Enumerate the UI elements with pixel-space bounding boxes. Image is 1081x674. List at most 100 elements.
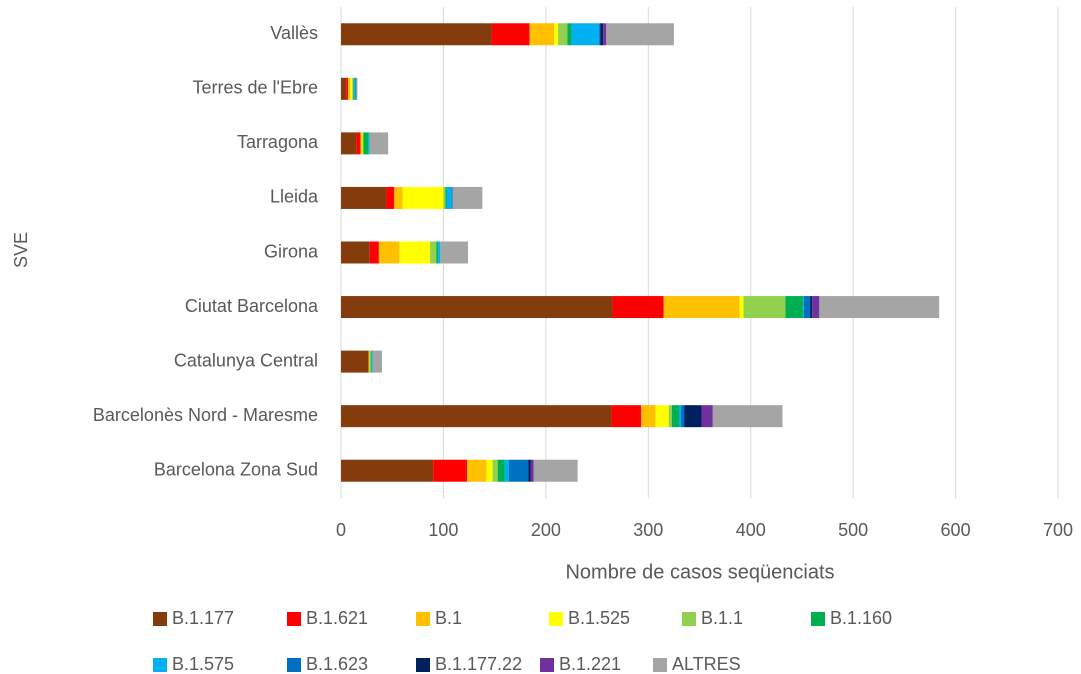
bar-segment xyxy=(810,296,813,319)
y-tick-label: Barcelonès Nord - Maresme xyxy=(93,405,318,425)
bar-segment xyxy=(612,296,664,319)
bar-segment xyxy=(497,459,505,482)
bar-segment xyxy=(386,186,395,209)
legend-label: B.1.160 xyxy=(830,608,892,628)
y-tick-label: Catalunya Central xyxy=(174,350,318,370)
bar-segment xyxy=(533,459,578,482)
bar-segment xyxy=(341,241,370,264)
bar-segment xyxy=(356,132,361,155)
bar-segment xyxy=(430,241,437,264)
bar-segment xyxy=(558,23,568,46)
legend-label: ALTRES xyxy=(672,654,741,674)
bar-segment xyxy=(452,186,483,209)
bar-segment xyxy=(606,23,674,46)
legend-swatch xyxy=(682,612,696,626)
bar-segment xyxy=(743,296,786,319)
bar-segment xyxy=(341,405,612,428)
bar-segment xyxy=(663,296,740,319)
bar-segment xyxy=(528,459,531,482)
bar-segment xyxy=(346,77,349,100)
legend-swatch xyxy=(416,612,430,626)
legend-label: B.1.621 xyxy=(306,608,368,628)
y-tick-label: Vallès xyxy=(270,23,318,43)
bar-segment xyxy=(668,405,672,428)
legend-swatch xyxy=(153,658,167,672)
bar-segment xyxy=(466,459,487,482)
legend-label: B.1.525 xyxy=(568,608,630,628)
legend-swatch xyxy=(153,612,167,626)
bar-segment xyxy=(739,296,744,319)
bar-segment xyxy=(655,405,669,428)
legend-label: B.1.1 xyxy=(701,608,743,628)
bar-segment xyxy=(701,405,713,428)
bar-segment xyxy=(802,296,804,319)
bar-segment xyxy=(433,459,467,482)
bar-segment xyxy=(341,459,434,482)
legend-swatch xyxy=(540,658,554,672)
y-tick-label: Girona xyxy=(264,241,319,261)
bar-segment xyxy=(671,405,680,428)
bar-segment xyxy=(681,405,685,428)
bar-segment xyxy=(353,77,355,100)
bar-segment xyxy=(504,459,509,482)
y-tick-label: Terres de l'Ebre xyxy=(193,78,319,98)
bar-segment xyxy=(603,23,607,46)
bar-segment xyxy=(355,77,357,100)
legend-label: B.1.221 xyxy=(559,654,621,674)
bar-segment xyxy=(362,132,364,155)
bar-segment xyxy=(369,132,389,155)
bar-segment xyxy=(402,186,444,209)
bar-segment xyxy=(486,459,493,482)
bar-segment xyxy=(372,350,382,373)
x-tick-label: 100 xyxy=(428,520,458,540)
bar-segment xyxy=(492,459,498,482)
legend-label: B.1.575 xyxy=(172,654,234,674)
legend-swatch xyxy=(653,658,667,672)
bar-segment xyxy=(356,77,358,100)
bar-segment xyxy=(361,132,363,155)
bar-segment xyxy=(360,132,362,155)
bar-segment xyxy=(445,186,447,209)
x-axis-title: Nombre de casos seqüenciats xyxy=(565,561,834,583)
bar-segment xyxy=(341,296,613,319)
x-tick-label: 200 xyxy=(531,520,561,540)
bar-segment xyxy=(369,241,379,264)
legend-label: B.1.177.22 xyxy=(435,654,522,674)
bar-segment xyxy=(371,350,373,373)
y-axis-title: SVE xyxy=(11,232,31,268)
bar-segment xyxy=(529,23,555,46)
legend-swatch xyxy=(549,612,563,626)
bar-segment xyxy=(352,77,354,100)
bar-segment xyxy=(554,23,559,46)
bar-segment xyxy=(399,241,431,264)
y-tick-label: Barcelona Zona Sud xyxy=(154,459,318,479)
legend-swatch xyxy=(287,658,301,672)
bar-segment xyxy=(370,350,372,373)
bar-segment xyxy=(341,186,387,209)
y-tick-label: Ciutat Barcelona xyxy=(185,296,319,316)
legend-label: B.1.623 xyxy=(306,654,368,674)
x-tick-label: 400 xyxy=(736,520,766,540)
bar-segment xyxy=(611,405,642,428)
y-tick-label: Lleida xyxy=(270,187,319,207)
bar-segment xyxy=(350,77,353,100)
bar-segment xyxy=(491,23,530,46)
bar-segment xyxy=(508,459,529,482)
x-tick-label: 0 xyxy=(336,520,346,540)
bar-segment xyxy=(599,23,601,46)
x-tick-label: 300 xyxy=(633,520,663,540)
bar-segment xyxy=(354,77,356,100)
bar-segment xyxy=(363,132,369,155)
x-tick-label: 500 xyxy=(838,520,868,540)
bar-segment xyxy=(530,459,534,482)
bar-segment xyxy=(341,23,492,46)
bar-segment xyxy=(679,405,682,428)
bar-segment xyxy=(378,241,400,264)
bar-segment xyxy=(348,77,351,100)
x-tick-label: 700 xyxy=(1043,520,1073,540)
bar-segment xyxy=(341,132,357,155)
bar-segment xyxy=(812,296,820,319)
bar-segment xyxy=(341,350,369,373)
bar-segment xyxy=(394,186,403,209)
